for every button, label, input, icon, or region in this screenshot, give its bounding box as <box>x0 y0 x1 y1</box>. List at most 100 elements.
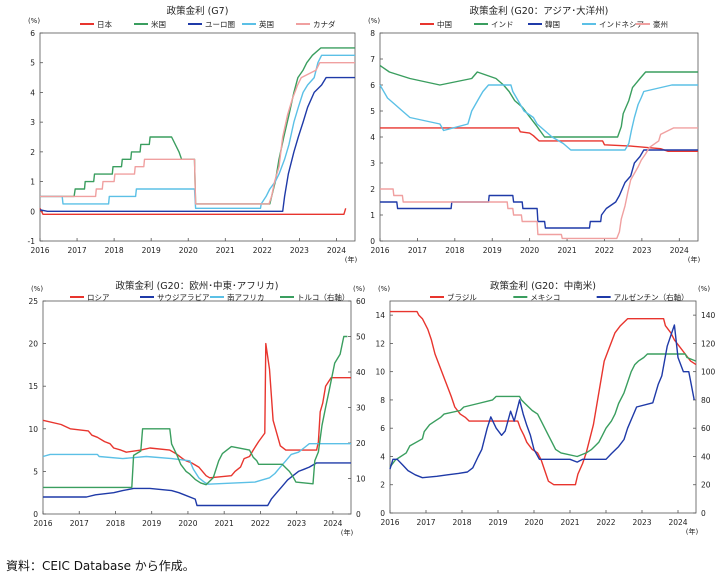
y-tick-label: 6 <box>370 81 375 90</box>
y2-tick-label: 20 <box>701 481 711 490</box>
x-tick-label: 2018 <box>106 519 125 528</box>
x-tick-label: 2019 <box>142 246 161 255</box>
series-line-2 <box>43 462 351 507</box>
y-tick-label: 8 <box>380 396 385 405</box>
y-tick-label: 1 <box>30 178 35 187</box>
x-tick-label: 2019 <box>142 519 161 528</box>
plot-frame <box>379 32 699 242</box>
y2-tick-label: 140 <box>701 311 716 320</box>
x-tick-label: 2023 <box>290 246 309 255</box>
chart-title: 政策金利 (G20：アジア･大洋州) <box>470 5 609 17</box>
y2-tick-label: 10 <box>356 475 366 484</box>
legend-label: 韓国 <box>545 19 560 29</box>
y-tick-label: 5 <box>33 467 38 476</box>
x-tick-label: 2017 <box>68 246 87 255</box>
y-tick-label: 3 <box>370 159 375 168</box>
x-tick-label: 2018 <box>445 246 464 255</box>
series-line-4 <box>40 54 355 209</box>
y2-axis-unit: (%) <box>353 285 365 293</box>
x-tick-label: 2020 <box>178 519 197 528</box>
series-line-3 <box>389 324 695 479</box>
x-tick-label: 2019 <box>483 246 502 255</box>
y2-tick-label: 20 <box>356 439 366 448</box>
y2-tick-label: 40 <box>701 452 711 461</box>
legend-label: カナダ <box>313 19 336 29</box>
legend-label: 豪州 <box>653 19 668 29</box>
x-tick-label: 2022 <box>251 519 270 528</box>
source-note: 資料：CEIC Database から作成。 <box>6 559 195 573</box>
y2-tick-label: 60 <box>701 424 711 433</box>
chart-title: 政策金利 (G20：中南米) <box>490 280 596 292</box>
x-tick-label: 2016 <box>370 246 389 255</box>
y-tick-label: 25 <box>28 297 38 306</box>
x-tick-label: 2023 <box>632 518 651 527</box>
y-tick-label: 0 <box>370 237 375 246</box>
x-tick-label: 2022 <box>595 246 614 255</box>
x-tick-label: 2019 <box>488 518 507 527</box>
y-tick-label: 7 <box>370 55 375 64</box>
x-axis-unit: (年) <box>686 527 699 536</box>
y2-tick-label: 100 <box>701 368 716 377</box>
x-tick-label: 2020 <box>524 518 543 527</box>
legend-label: インドネシア <box>599 20 644 29</box>
x-tick-label: 2022 <box>253 246 272 255</box>
x-tick-label: 2021 <box>560 518 579 527</box>
legend-label: 日本 <box>97 19 112 29</box>
y-axis-unit: (%) <box>31 285 43 293</box>
x-tick-label: 2020 <box>179 246 198 255</box>
y-tick-label: 4 <box>370 133 375 142</box>
legend-label: トルコ（右軸） <box>297 292 349 302</box>
x-tick-label: 2023 <box>287 519 306 528</box>
y-tick-label: 10 <box>28 425 38 434</box>
y-axis-unit: (%) <box>28 17 40 25</box>
x-axis-unit: (年) <box>688 255 701 264</box>
series-line-1 <box>42 342 351 479</box>
x-tick-label: 2018 <box>105 246 124 255</box>
x-tick-label: 2024 <box>327 246 346 255</box>
y-tick-label: 6 <box>30 29 35 38</box>
x-tick-label: 2024 <box>668 518 687 527</box>
legend-label: ブラジル <box>447 292 477 302</box>
series-line-4 <box>379 84 698 151</box>
y2-tick-label: 50 <box>356 333 366 342</box>
y-axis-unit: (%) <box>378 285 390 293</box>
x-tick-label: 2024 <box>323 519 342 528</box>
y2-tick-label: 60 <box>356 297 366 306</box>
x-axis-unit: (年) <box>345 255 358 264</box>
x-tick-label: 2021 <box>558 246 577 255</box>
series-line-5 <box>40 62 355 205</box>
y2-tick-label: 80 <box>701 396 711 405</box>
chart-title: 政策金利 (G20：欧州･中東･アフリカ) <box>116 280 279 292</box>
series-line-1 <box>39 207 347 215</box>
x-tick-label: 2016 <box>30 246 49 255</box>
y-tick-label: 10 <box>375 368 385 377</box>
series-line-2 <box>40 47 355 205</box>
y-tick-label: 2 <box>370 185 375 194</box>
series-line-4 <box>43 335 348 489</box>
y2-tick-label: 30 <box>356 404 366 413</box>
y-tick-label: 0 <box>380 509 385 518</box>
legend-label: 米国 <box>151 19 166 29</box>
plot-frame <box>389 300 697 514</box>
legend-label: ユーロ圏 <box>205 20 235 29</box>
series-line-3 <box>380 149 698 229</box>
y-tick-label: 2 <box>380 481 385 490</box>
legend-label: ロシア <box>87 293 110 302</box>
chart-title: 政策金利 (G7) <box>167 5 229 17</box>
series-line-3 <box>42 443 351 485</box>
x-tick-label: 2017 <box>70 519 89 528</box>
legend-label: アルゼンチン（右軸） <box>614 292 689 302</box>
x-tick-label: 2021 <box>215 519 234 528</box>
x-tick-label: 2023 <box>632 246 651 255</box>
legend-label: 南アフリカ <box>227 292 265 302</box>
y2-axis-unit: (%) <box>698 285 710 293</box>
series-line-5 <box>380 127 698 240</box>
y-tick-label: 5 <box>370 107 375 116</box>
y-tick-label: 8 <box>370 29 375 38</box>
series-line-1 <box>380 127 698 152</box>
legend-label: サウジアラビア <box>157 293 210 302</box>
y-axis-unit: (%) <box>368 17 380 25</box>
y-tick-label: 3 <box>30 118 35 127</box>
x-tick-label: 2016 <box>33 519 52 528</box>
